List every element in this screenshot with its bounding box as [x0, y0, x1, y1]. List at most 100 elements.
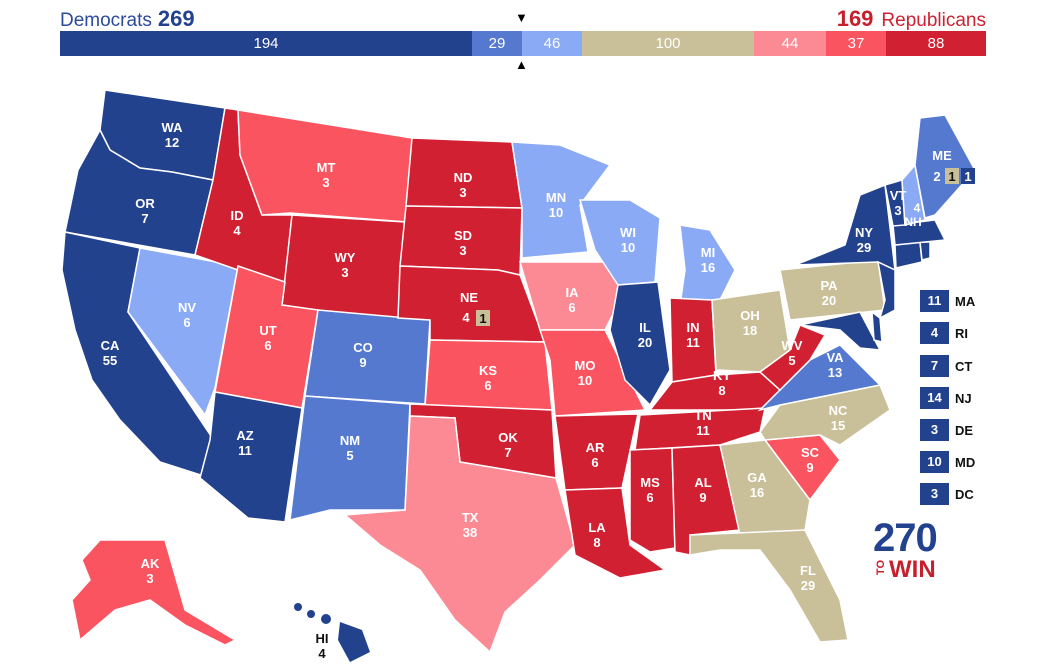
- state-tx[interactable]: [343, 415, 576, 654]
- state-fl[interactable]: [689, 529, 849, 643]
- small-state-dc[interactable]: 3 DC: [920, 483, 974, 505]
- label-pa: PA 20: [820, 278, 838, 308]
- small-state-ri-ev: 4: [920, 322, 949, 344]
- label-va: VA 13: [826, 350, 844, 380]
- small-state-md-abbr: MD: [955, 454, 976, 470]
- small-state-ma[interactable]: 11 MA: [920, 290, 975, 312]
- label-ar: AR 6: [586, 440, 605, 470]
- bar-segment-safe-rep[interactable]: 88: [886, 31, 986, 56]
- label-ok: OK 7: [498, 430, 518, 460]
- state-mn[interactable]: [511, 141, 612, 259]
- label-wy: WY 3: [335, 250, 356, 280]
- label-fl: FL 29: [800, 563, 816, 593]
- label-ks: KS 6: [479, 363, 497, 393]
- label-ca: CA 55: [101, 338, 120, 368]
- label-me-split-b: 1: [964, 169, 971, 184]
- bar-segment-lean-dem[interactable]: 46: [522, 31, 582, 56]
- label-hi: HI 4: [316, 631, 329, 661]
- republicans-total: 169 Republicans: [837, 6, 986, 32]
- label-ut: UT 6: [259, 323, 276, 353]
- state-ga[interactable]: [719, 439, 811, 536]
- state-tn[interactable]: [634, 407, 766, 451]
- label-nh: 4 NH: [904, 201, 921, 229]
- bar-segment-safe-dem[interactable]: 194: [60, 31, 472, 56]
- bar-segment-lean-rep[interactable]: 44: [754, 31, 826, 56]
- state-ak[interactable]: [71, 539, 237, 646]
- state-ms[interactable]: [629, 447, 676, 553]
- logo-number: 270: [873, 516, 938, 560]
- label-al: AL 9: [694, 475, 711, 505]
- ne-district-tossup-box[interactable]: [476, 310, 490, 326]
- state-ct[interactable]: [894, 241, 923, 269]
- republicans-ev-count: 169: [836, 6, 874, 31]
- small-state-ri-abbr: RI: [955, 325, 968, 341]
- state-md[interactable]: [799, 311, 882, 351]
- me-district-tossup-box[interactable]: [945, 168, 959, 184]
- label-ne: NE 4: [460, 290, 478, 325]
- state-hi[interactable]: [294, 603, 370, 662]
- label-ak: AK 3: [141, 556, 160, 586]
- small-state-ct-abbr: CT: [955, 358, 973, 374]
- label-nc: NC 15: [829, 403, 848, 433]
- small-state-ct-ev: 7: [920, 355, 949, 377]
- state-me[interactable]: [914, 114, 976, 219]
- label-sc: SC 9: [801, 445, 820, 475]
- state-wv[interactable]: [758, 324, 827, 392]
- me-district-dem-box[interactable]: [961, 168, 975, 184]
- small-state-md[interactable]: 10 MD: [920, 451, 975, 473]
- majority-marker-top-icon: ▼: [515, 10, 528, 25]
- state-ri[interactable]: [919, 241, 931, 261]
- small-state-nj[interactable]: 14 NJ: [920, 387, 972, 409]
- label-ia: IA 6: [566, 285, 580, 315]
- republicans-label: Republicans: [881, 10, 986, 31]
- 270towin-logo[interactable]: 270 TO WIN: [873, 516, 943, 583]
- small-state-nj-abbr: NJ: [955, 390, 972, 406]
- logo-to: TO: [875, 560, 887, 576]
- label-az: AZ 11: [236, 428, 253, 458]
- small-state-ct[interactable]: 7 CT: [920, 355, 972, 377]
- label-la: LA 8: [588, 520, 606, 550]
- label-mi: MI 16: [701, 245, 715, 275]
- label-co: CO 9: [353, 340, 373, 370]
- state-nj[interactable]: [876, 260, 896, 320]
- label-wa: WA 12: [162, 120, 184, 150]
- small-state-de-ev: 3: [920, 419, 949, 441]
- label-me-ev: 2: [933, 169, 940, 184]
- label-nv: NV 6: [178, 300, 196, 330]
- state-de[interactable]: [871, 310, 883, 343]
- label-il: IL 20: [638, 320, 652, 350]
- state-mo[interactable]: [538, 329, 647, 417]
- bar-segment-likely-rep[interactable]: 37: [826, 31, 886, 56]
- label-id: ID 4: [231, 208, 244, 238]
- state-az[interactable]: [199, 391, 303, 523]
- state-nh[interactable]: [901, 163, 926, 226]
- state-nm[interactable]: [289, 395, 411, 521]
- bar-segment-likely-dem[interactable]: 29: [472, 31, 522, 56]
- label-ky: KY 8: [713, 368, 731, 398]
- state-co[interactable]: [304, 309, 431, 405]
- small-state-de-abbr: DE: [955, 422, 974, 438]
- label-me: ME: [932, 148, 952, 163]
- small-state-md-ev: 10: [920, 451, 949, 473]
- small-state-nj-ev: 14: [920, 387, 949, 409]
- state-la[interactable]: [564, 487, 667, 579]
- label-vt: VT 3: [890, 188, 907, 218]
- label-wi: WI 10: [620, 225, 636, 255]
- label-ms: MS 6: [640, 475, 660, 505]
- label-tn: TN 11: [694, 408, 711, 438]
- state-il[interactable]: [609, 281, 671, 407]
- bar-segment-tossup[interactable]: 100: [582, 31, 754, 56]
- small-state-de[interactable]: 3 DE: [920, 419, 973, 441]
- democrats-ev-count: 269: [157, 6, 195, 31]
- small-state-ri[interactable]: 4 RI: [920, 322, 968, 344]
- label-tx: TX 38: [462, 510, 479, 540]
- label-or: OR 7: [135, 196, 155, 226]
- label-in: IN 11: [686, 320, 700, 350]
- label-wv: WV 5: [782, 338, 803, 368]
- state-ny[interactable]: [794, 183, 896, 272]
- label-ga: GA 16: [747, 470, 767, 500]
- electoral-vote-bar: 194 29 46 100 44 37 88: [60, 31, 986, 56]
- small-state-ma-ev: 11: [920, 290, 949, 312]
- label-mn: MN 10: [546, 190, 566, 220]
